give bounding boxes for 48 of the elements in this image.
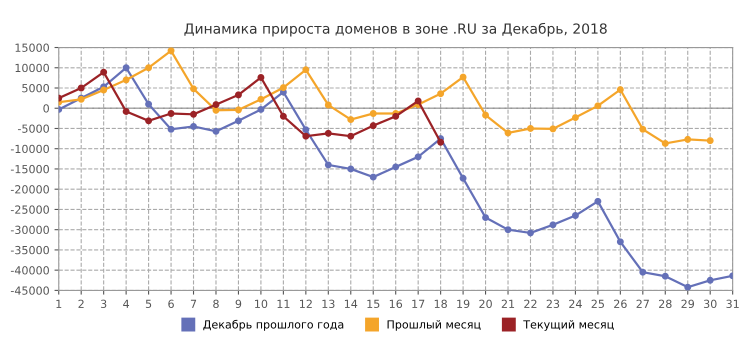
x-tick-label: 29 <box>681 300 694 308</box>
x-tick-label: 21 <box>502 300 514 308</box>
x-tick-label: 7 <box>190 300 196 308</box>
y-tick-label: -5000 <box>18 124 49 133</box>
x-tick-label: 30 <box>704 300 717 308</box>
y-tick-label: -40000 <box>10 266 49 275</box>
x-tick-label: 10 <box>255 300 268 308</box>
x-tick-label: 12 <box>300 300 312 308</box>
x-tick-label: 26 <box>614 300 627 308</box>
x-tick-label: 17 <box>412 300 424 308</box>
x-tick-label: 14 <box>344 300 358 308</box>
x-tick-label: 15 <box>367 300 380 308</box>
y-tick-label: -25000 <box>10 205 49 214</box>
x-tick-label: 4 <box>123 300 130 308</box>
y-tick-label: 15000 <box>16 43 49 52</box>
x-tick-label: 6 <box>168 300 174 308</box>
x-tick-label: 24 <box>569 300 582 308</box>
y-tick-label: -35000 <box>10 246 49 254</box>
y-tick-label: 10000 <box>16 64 49 72</box>
x-tick-label: 22 <box>524 300 536 308</box>
x-tick-label: 9 <box>236 300 242 308</box>
x-tick-label: 23 <box>546 300 560 308</box>
x-tick-label: 5 <box>146 300 152 308</box>
x-tick-label: 27 <box>636 300 649 308</box>
y-tick-label: 5000 <box>22 84 49 92</box>
legend-label: Декабрь прошлого года <box>203 320 344 331</box>
y-tick-label: -20000 <box>10 185 49 194</box>
x-tick-label: 18 <box>434 300 447 308</box>
x-tick-label: 3 <box>100 300 106 308</box>
y-tick-label: -45000 <box>10 286 49 295</box>
chart-title: Динамика прироста доменов в зоне .RU за Декабрь, 2018 <box>184 22 607 37</box>
y-tick-label: 0 <box>43 104 49 113</box>
x-tick-label: 2 <box>78 300 84 308</box>
legend-label: Текущий месяц <box>523 320 614 331</box>
x-tick-label: 13 <box>322 300 334 308</box>
x-tick-label: 25 <box>592 300 604 308</box>
x-tick-label: 28 <box>659 300 672 308</box>
x-tick-label: 19 <box>457 300 470 308</box>
y-tick-label: -10000 <box>10 144 49 154</box>
x-tick-label: 20 <box>479 300 492 308</box>
x-tick-label: 8 <box>213 300 219 308</box>
x-tick-label: 11 <box>278 300 290 308</box>
legend-label: Прошлый месяц <box>388 320 481 331</box>
x-tick-label: 1 <box>56 300 62 308</box>
x-tick-label: 31 <box>726 300 739 308</box>
x-tick-label: 16 <box>390 300 402 308</box>
y-tick-label: -30000 <box>10 226 49 234</box>
y-tick-label: -15000 <box>10 164 49 174</box>
